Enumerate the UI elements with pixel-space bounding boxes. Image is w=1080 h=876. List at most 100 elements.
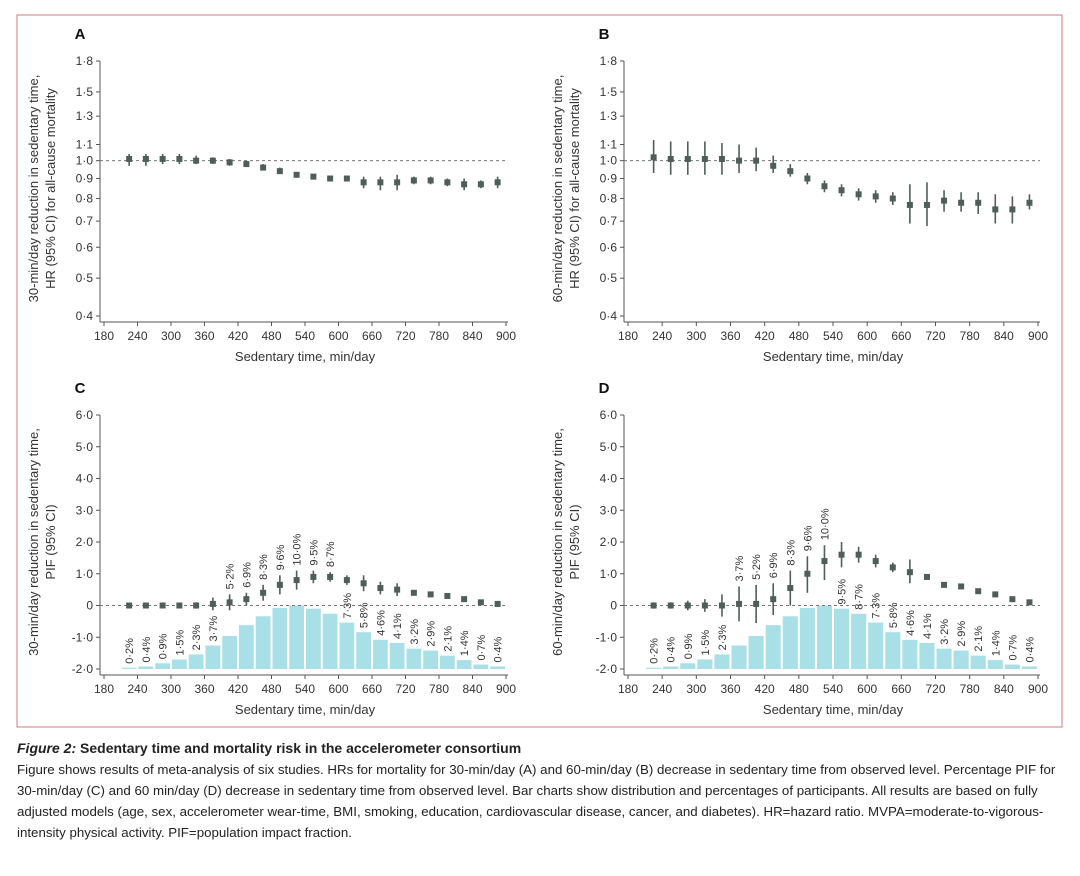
x-tick-label: 480 [261, 682, 281, 696]
y-tick-label: 4·0 [76, 472, 94, 486]
bar [456, 660, 472, 669]
bar-value-label: 3·7% [734, 556, 746, 582]
bar-value-label: 2·1% [973, 626, 985, 652]
point-estimate [377, 179, 384, 186]
bar-value-label: 6·9% [241, 562, 253, 588]
bar-value-label: 2·9% [426, 621, 438, 647]
x-tick-label: 840 [462, 682, 482, 696]
caption-text: Figure shows results of meta-analysis of… [17, 762, 1056, 840]
bar-value-label: 0·9% [158, 633, 170, 659]
bar [799, 608, 815, 669]
y-tick-label: 1·1 [600, 137, 618, 151]
figure-frame [16, 14, 1063, 728]
y-tick-label: 4·0 [600, 472, 618, 486]
point-estimate [444, 592, 451, 599]
bar [155, 663, 170, 669]
bar-value-label: 3·2% [409, 619, 421, 645]
y-tick-label: 1·3 [600, 109, 618, 123]
x-tick-label: 720 [395, 682, 415, 696]
bar-value-label: 0·7% [476, 635, 488, 661]
bar-value-label: 7·3% [871, 593, 883, 619]
point-estimate [494, 600, 501, 607]
bar-value-label: 8·3% [785, 540, 797, 566]
point-estimate [718, 155, 725, 162]
y-tick-label: 2·0 [600, 535, 618, 549]
y-axis-label: HR (95% CI) for all-cause mortality [43, 88, 58, 289]
y-axis-label: 30-min/day reduction in sedentary time, [26, 428, 41, 656]
point-estimate [427, 591, 434, 598]
point-estimate [159, 155, 166, 162]
bar-value-label: 0·4% [1024, 637, 1036, 663]
bar [339, 622, 355, 669]
x-axis-label: Sedentary time, min/day [235, 702, 376, 717]
bar [306, 608, 321, 669]
y-tick-label: 0·4 [76, 309, 94, 323]
point-estimate [1026, 599, 1033, 606]
x-tick-label: 600 [857, 682, 877, 696]
bar-value-label: 0·4% [141, 637, 153, 663]
figure: A 30-min/day reduction in sedentary time,… [16, 14, 1063, 728]
bar-value-label: 0·7% [1007, 635, 1019, 661]
x-tick-label: 540 [295, 329, 315, 343]
y-tick-label: 6·0 [600, 408, 618, 422]
point-estimate [276, 581, 283, 588]
x-tick-label: 660 [362, 682, 382, 696]
bar [255, 616, 271, 669]
y-tick-label: 3·0 [76, 503, 94, 517]
point-estimate [461, 181, 468, 188]
bar-value-label: 4·6% [905, 610, 917, 636]
bar [834, 608, 850, 669]
point-estimate [906, 201, 913, 208]
point-estimate [889, 564, 896, 571]
bar-value-label: 8·7% [325, 541, 337, 567]
bar [1021, 666, 1037, 669]
y-tick-label: 0·4 [600, 309, 618, 323]
point-estimate [159, 602, 166, 609]
y-tick-label: 5·0 [600, 440, 618, 454]
x-tick-label: 780 [960, 682, 980, 696]
bar [138, 666, 154, 669]
point-estimate [142, 155, 149, 162]
caption: Figure 2: Sedentary time and mortality r… [17, 738, 1057, 843]
bar [731, 645, 747, 669]
x-tick-label: 420 [228, 682, 248, 696]
point-estimate [226, 599, 233, 606]
bar-value-label: 0·2% [124, 638, 136, 664]
y-tick-label: 0·8 [76, 191, 94, 205]
bar-value-label: 2·9% [956, 621, 968, 647]
bar [697, 659, 713, 669]
bar-value-label: 8·7% [854, 584, 866, 610]
bar-value-label: 4·6% [375, 610, 387, 636]
point-estimate [821, 558, 828, 565]
point-estimate [494, 179, 501, 186]
point-estimate [701, 155, 708, 162]
y-tick-label: 0·7 [76, 214, 94, 228]
bar-value-label: 3·2% [939, 619, 951, 645]
point-estimate [684, 155, 691, 162]
y-tick-label: -2·0 [596, 662, 618, 676]
y-tick-label: 0·9 [76, 172, 94, 186]
x-tick-label: 420 [755, 682, 775, 696]
point-estimate [126, 155, 133, 162]
point-estimate [410, 589, 417, 596]
point-estimate [753, 157, 760, 164]
x-tick-label: 900 [1028, 329, 1048, 343]
point-estimate [427, 177, 434, 184]
y-tick-label: 1·5 [600, 85, 618, 99]
bar-value-label: 0·2% [649, 638, 661, 664]
point-estimate [126, 602, 133, 609]
point-estimate [276, 168, 283, 175]
x-tick-label: 600 [857, 329, 877, 343]
bar-value-label: 1·5% [174, 630, 186, 656]
x-axis-label: Sedentary time, min/day [235, 349, 376, 364]
x-tick-label: 360 [720, 329, 740, 343]
point-estimate [444, 179, 451, 186]
bar-value-label: 5·2% [751, 554, 763, 580]
point-estimate [461, 596, 468, 603]
y-axis-label: PIF (95% CI) [43, 504, 58, 579]
bar [289, 605, 304, 669]
point-estimate [1009, 596, 1016, 603]
x-tick-label: 180 [94, 682, 114, 696]
point-estimate [1009, 206, 1016, 213]
bar-value-label: 7·3% [342, 593, 354, 619]
